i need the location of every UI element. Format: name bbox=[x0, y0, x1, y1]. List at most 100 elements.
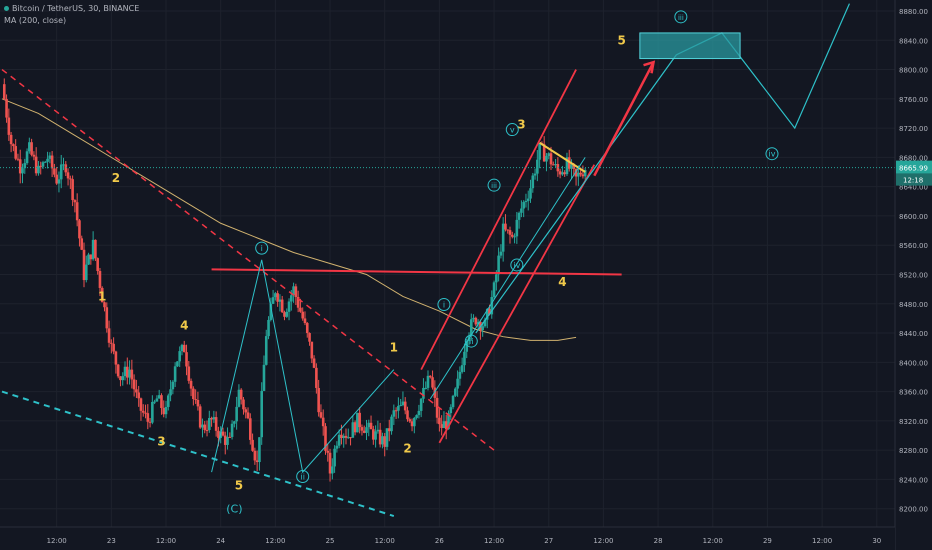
candle-body bbox=[321, 417, 325, 427]
trend-line-red-horizontal bbox=[211, 268, 622, 276]
candle-body bbox=[310, 341, 314, 359]
wave-label-minor: iv bbox=[513, 261, 520, 270]
candle-body bbox=[406, 410, 409, 420]
candle-body bbox=[235, 406, 238, 422]
price-tick-label: 8360.00 bbox=[899, 389, 928, 397]
candle-body bbox=[258, 437, 261, 463]
time-tick-label: 25 bbox=[326, 537, 335, 545]
wave-path bbox=[211, 259, 395, 474]
candle-body bbox=[545, 156, 548, 162]
candle-body bbox=[483, 319, 487, 327]
candle-body bbox=[182, 344, 186, 353]
candle-body bbox=[428, 375, 432, 378]
channel-line bbox=[420, 69, 577, 371]
candle-body bbox=[403, 401, 407, 411]
candle-body bbox=[62, 164, 65, 166]
candle-body bbox=[299, 307, 302, 312]
candle-body bbox=[157, 395, 161, 399]
candle-body bbox=[239, 389, 243, 400]
candle-body bbox=[360, 427, 364, 431]
candles bbox=[2, 78, 587, 482]
candle-body bbox=[567, 157, 571, 169]
price-tick-label: 8520.00 bbox=[899, 271, 928, 279]
wave-label-major: (C) bbox=[226, 503, 242, 516]
candle-body bbox=[280, 299, 284, 313]
wave-label-minor: ii bbox=[300, 472, 304, 481]
candle-body bbox=[242, 399, 245, 410]
price-tick-label: 8720.00 bbox=[899, 125, 928, 133]
wave-circle-icon bbox=[674, 10, 688, 24]
candle-body bbox=[574, 168, 578, 177]
candle-body bbox=[474, 317, 478, 325]
candle-body bbox=[563, 172, 566, 175]
candle-body bbox=[547, 153, 551, 157]
candle-body bbox=[454, 388, 457, 396]
candle-body bbox=[401, 401, 405, 406]
candle-body bbox=[71, 179, 74, 201]
candle-body bbox=[369, 422, 373, 430]
indicator-legend[interactable]: MA (200, close) bbox=[4, 16, 66, 25]
ma-layer bbox=[1, 98, 577, 341]
candle-body bbox=[139, 398, 143, 411]
time-tick-label: 23 bbox=[107, 537, 116, 545]
candle-body bbox=[415, 415, 418, 418]
candle-body bbox=[301, 311, 305, 319]
wave-circle-icon bbox=[464, 334, 478, 348]
candle-body bbox=[178, 351, 181, 362]
candle-body bbox=[201, 424, 204, 428]
price-tick-label: 8800.00 bbox=[899, 67, 928, 75]
candle-body bbox=[283, 312, 286, 317]
countdown-label: 12:18 bbox=[903, 177, 923, 185]
candle-body bbox=[444, 421, 448, 430]
time-tick-label: 12:00 bbox=[156, 537, 176, 545]
candle-body bbox=[490, 296, 494, 315]
candle-body bbox=[351, 422, 355, 438]
candle-body bbox=[166, 395, 170, 407]
candle-body bbox=[317, 387, 320, 413]
candle-body bbox=[21, 168, 24, 174]
countdown-badge bbox=[896, 173, 932, 186]
candle-body bbox=[39, 165, 43, 167]
price-axis[interactable]: 8880.00 8840.00 8800.00 8760.00 8720.00 8680.… bbox=[894, 0, 932, 550]
candle-body bbox=[305, 323, 309, 334]
candle-body bbox=[460, 365, 464, 372]
candle-body bbox=[526, 198, 530, 201]
candle-body bbox=[169, 389, 172, 396]
candle-body bbox=[481, 326, 484, 331]
candle-body bbox=[333, 448, 336, 467]
wave-label-major: 3 bbox=[157, 434, 165, 448]
candle-body bbox=[9, 134, 13, 145]
candle-body bbox=[123, 366, 127, 377]
candle-body bbox=[260, 390, 263, 438]
candle-body bbox=[264, 336, 268, 365]
candle-body bbox=[303, 318, 307, 324]
indicator-label: MA (200, close) bbox=[4, 16, 67, 25]
time-axis[interactable]: 12:00 23 12:00 24 12:00 25 12:00 26 12:00 27 12:00… bbox=[0, 526, 895, 550]
candle-body bbox=[249, 418, 252, 440]
channel-line bbox=[429, 157, 586, 400]
candle-body bbox=[344, 435, 348, 438]
candle-body bbox=[267, 319, 270, 337]
candle-body bbox=[458, 371, 462, 379]
candle-body bbox=[80, 238, 84, 250]
candle-body bbox=[463, 351, 466, 366]
wave-circle-icon bbox=[505, 123, 519, 137]
candle-body bbox=[499, 251, 503, 256]
candle-body bbox=[262, 364, 266, 391]
candle-body bbox=[130, 369, 134, 380]
time-tick-label: 28 bbox=[654, 537, 663, 545]
candle-body bbox=[538, 143, 541, 160]
time-tick-label: 24 bbox=[216, 537, 225, 545]
candle-body bbox=[269, 303, 273, 320]
candle-body bbox=[413, 417, 416, 427]
candle-body bbox=[153, 401, 156, 403]
wave-label-major: 1 bbox=[98, 289, 106, 303]
candle-body bbox=[392, 410, 396, 417]
symbol-title[interactable]: Bitcoin / TetherUS, 30, BINANCE bbox=[4, 4, 139, 13]
candle-body bbox=[185, 352, 188, 367]
candle-body bbox=[189, 380, 193, 389]
wave-label-minor: i bbox=[443, 300, 445, 309]
